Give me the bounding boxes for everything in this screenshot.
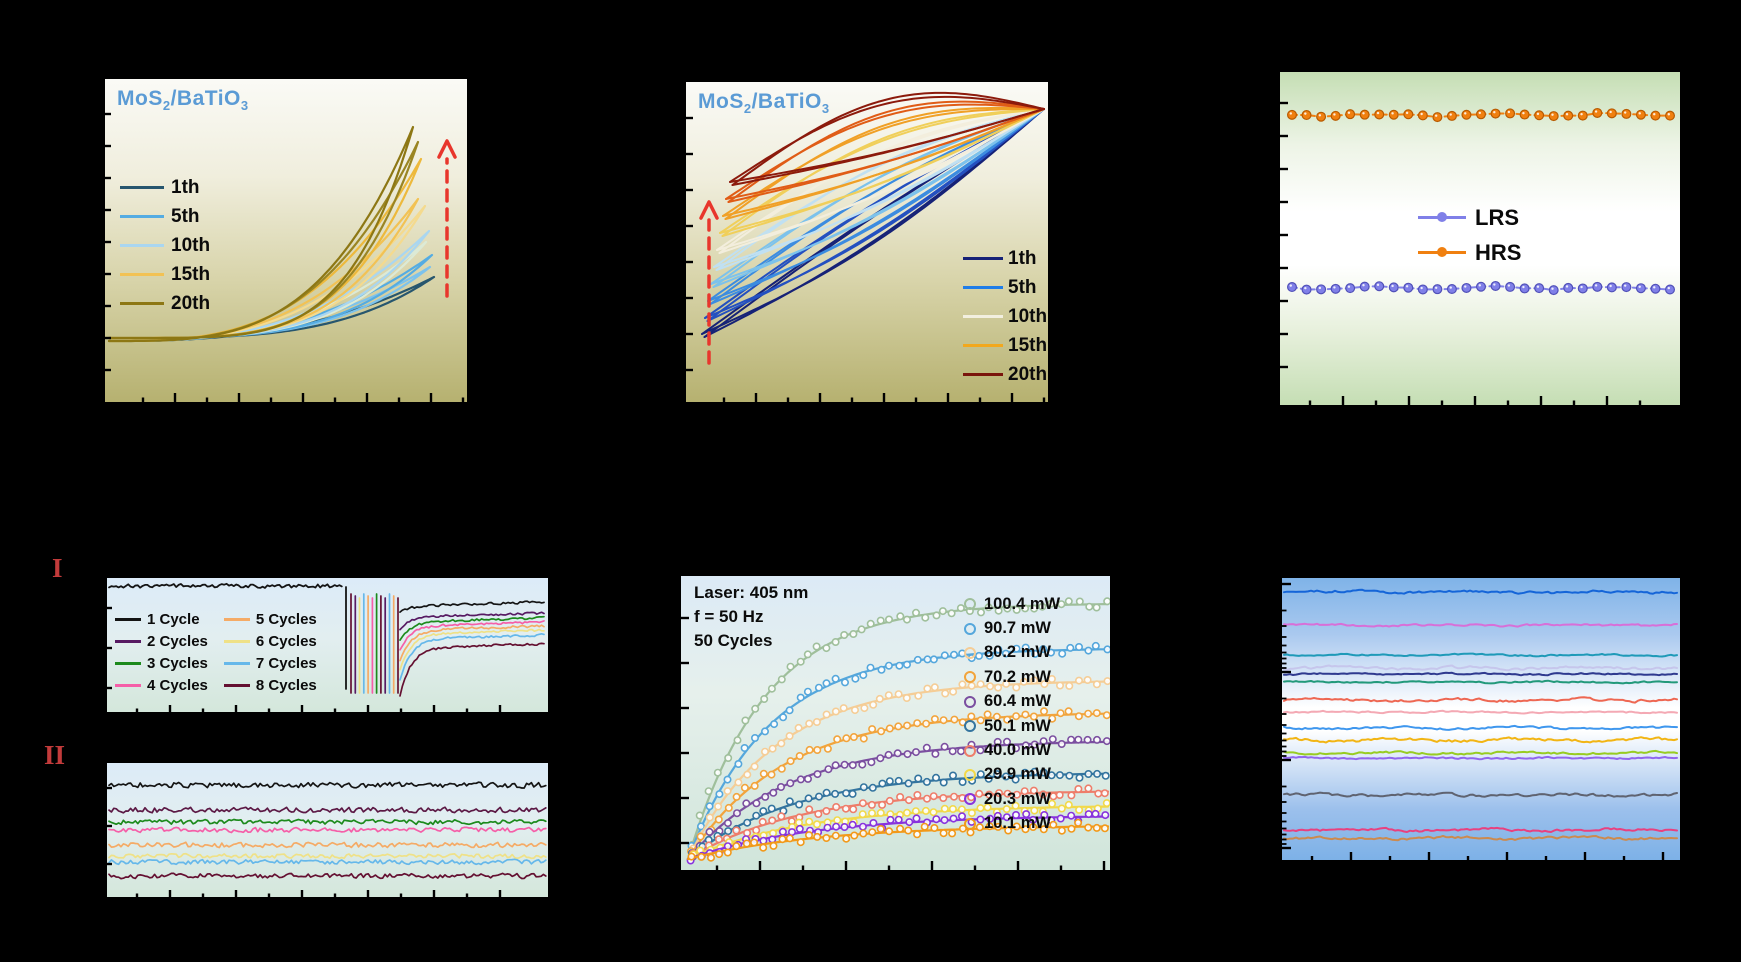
panel-e: Laser: 405 nm f = 50 Hz 50 Cycles 100.4 …: [681, 576, 1110, 870]
line-swatch: [115, 617, 141, 621]
legend-item: 1 Cycle: [115, 608, 208, 630]
circle-marker: [964, 646, 976, 659]
panel-f: [1282, 578, 1680, 860]
legend-item: 70.2 mW: [964, 665, 1060, 689]
panel-f-plot: [1282, 582, 1678, 860]
line-swatch: [120, 244, 164, 247]
line-swatch: [963, 257, 1003, 260]
circle-marker: [964, 622, 976, 635]
line-swatch: [1418, 247, 1466, 258]
panel-a-legend: 1th 5th 10th 15th 20th: [120, 173, 210, 318]
panel-b: MoS2/BaTiO3 1th 5th 10th 15th 20th: [686, 82, 1048, 402]
marker-dot: [1437, 247, 1447, 258]
line-swatch: [120, 215, 164, 218]
line-swatch: [963, 373, 1003, 376]
circle-marker: [964, 695, 976, 708]
legend-item: 5th: [963, 273, 1047, 302]
legend-item: 7 Cycles: [223, 652, 317, 674]
line-swatch: [120, 186, 164, 189]
line-swatch: [223, 661, 250, 665]
line-swatch: [115, 639, 141, 643]
legend-item: 5 Cycles: [223, 608, 317, 630]
legend-item: 60.4 mW: [964, 690, 1060, 714]
panel-d-sub-ii-plot: [107, 781, 547, 897]
frequency-text: f = 50 Hz: [694, 607, 764, 626]
legend-item: 10.1 mW: [964, 812, 1060, 836]
legend-item: 3 Cycles: [115, 652, 208, 674]
legend-item: 10th: [963, 302, 1047, 331]
legend-item: 20.3 mW: [964, 787, 1060, 811]
legend-item: 6 Cycles: [223, 630, 317, 652]
line-swatch: [963, 344, 1003, 347]
legend-item: 80.2 mW: [964, 641, 1060, 665]
line-swatch: [963, 315, 1003, 318]
legend-item: 10th: [120, 231, 210, 260]
line-swatch: [223, 639, 250, 643]
subpanel-label-ii: II: [44, 740, 66, 770]
legend-item: 50.1 mW: [964, 714, 1060, 738]
panel-c: LRS HRS: [1280, 72, 1680, 405]
circle-marker: [964, 768, 976, 781]
legend-item: 2 Cycles: [115, 630, 208, 652]
legend-item: 8 Cycles: [223, 674, 317, 696]
legend-item: 20th: [963, 360, 1047, 389]
panel-b-legend: 1th 5th 10th 15th 20th: [963, 244, 1047, 389]
legend-item: 1th: [963, 244, 1047, 273]
legend-item: 1th: [120, 173, 210, 202]
panel-c-legend: LRS HRS: [1418, 200, 1521, 270]
line-swatch: [115, 661, 141, 665]
marker-dot: [1437, 212, 1447, 223]
circle-marker: [964, 671, 976, 684]
line-swatch: [120, 302, 164, 305]
panel-d-legend: 1 Cycle 2 Cycles 3 Cycles 4 Cycles 5 Cyc…: [115, 608, 317, 696]
panel-d-sub-ii: [107, 763, 548, 897]
legend-item: 29.9 mW: [964, 763, 1060, 787]
line-swatch: [120, 273, 164, 276]
line-swatch: [223, 683, 250, 687]
circle-marker: [964, 720, 976, 733]
circle-marker: [964, 744, 976, 757]
legend-item: 5th: [120, 202, 210, 231]
circle-marker: [964, 598, 976, 611]
legend-item: 20th: [120, 289, 210, 318]
panel-e-legend: 100.4 mW 90.7 mW 80.2 mW 70.2 mW 60.4 mW…: [964, 592, 1060, 836]
laser-wavelength-text: Laser: 405 nm: [694, 583, 809, 602]
panel-a: MoS2/BaTiO3 1th 5th 10th 15th 20th: [105, 79, 467, 402]
panel-b-title: MoS2/BaTiO3: [698, 90, 830, 117]
panel-e-annotation: Laser: 405 nm f = 50 Hz 50 Cycles: [694, 581, 808, 653]
legend-item: 90.7 mW: [964, 616, 1060, 640]
line-swatch: [223, 617, 250, 621]
subpanel-label-i: I: [52, 553, 63, 583]
circle-marker: [964, 793, 976, 806]
legend-item: 100.4 mW: [964, 592, 1060, 616]
circle-marker: [964, 817, 976, 830]
panel-d-sub-i: 1 Cycle 2 Cycles 3 Cycles 4 Cycles 5 Cyc…: [107, 578, 548, 712]
legend-column: 5 Cycles 6 Cycles 7 Cycles 8 Cycles: [223, 608, 317, 696]
legend-column: 1 Cycle 2 Cycles 3 Cycles 4 Cycles: [115, 608, 208, 696]
legend-item: 15th: [963, 331, 1047, 360]
legend-item: 4 Cycles: [115, 674, 208, 696]
legend-item-lrs: LRS: [1418, 200, 1521, 235]
legend-item: 40.0 mW: [964, 738, 1060, 762]
legend-item: 15th: [120, 260, 210, 289]
line-swatch: [115, 683, 141, 687]
line-swatch: [963, 286, 1003, 289]
legend-item-hrs: HRS: [1418, 235, 1521, 270]
line-swatch: [1418, 212, 1466, 223]
panel-a-title: MoS2/BaTiO3: [117, 87, 249, 114]
cycles-text: 50 Cycles: [694, 631, 773, 650]
